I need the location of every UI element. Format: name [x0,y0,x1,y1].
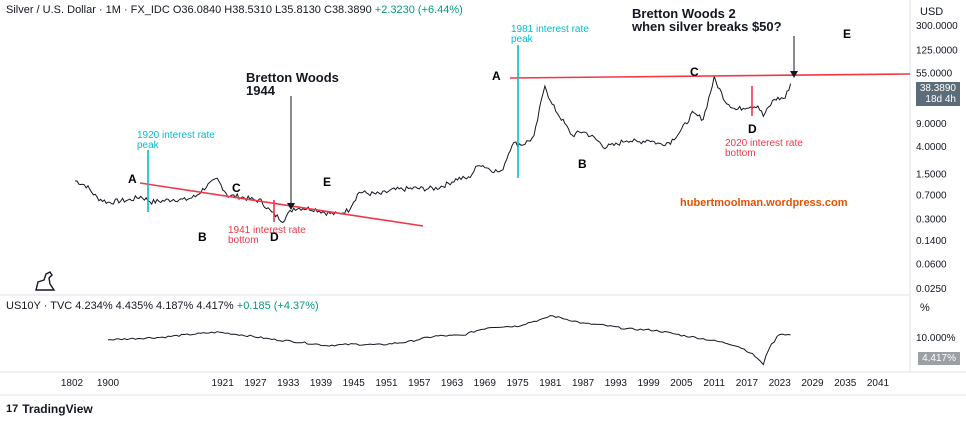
wave-c-right: C [690,65,699,79]
close-value: C38.3890 [324,4,372,16]
time-tick-label: 2041 [867,378,890,389]
time-tick-label: 1945 [343,378,366,389]
lower-symbol[interactable]: US10Y · TVC [6,300,73,312]
rate-1941-label2: bottom [228,235,259,246]
rate-1920-label: 1920 interest rate [137,130,215,141]
last-price-value: 38.3890 [919,83,956,94]
bw2-line2: when silver breaks $50? [631,19,782,34]
low-value: L35.8130 [275,4,321,16]
lower-change: +0.185 (+4.37%) [236,300,319,312]
wave-e-right: E [843,27,851,41]
price-tick-label: 0.0600 [916,259,947,270]
wave-b-left: B [198,230,207,244]
rate-1941-label: 1941 interest rate [228,225,306,236]
price-tick-label: 0.3000 [916,214,947,225]
last-price-tag: 38.3890 18d 4h [915,82,960,106]
time-tick-label: 2023 [769,378,792,389]
wave-a-left: A [128,172,137,186]
time-tick-label: 2011 [703,378,725,389]
lower-pane-header: US10Y · TVC 4.234% 4.435% 4.187% 4.417% … [6,300,319,312]
bw1-title: Bretton Woods [246,70,339,85]
time-tick-label: 2017 [736,378,759,389]
downtrend-line [139,182,424,227]
time-tick-label: 1927 [244,378,267,389]
lower-last-tag: 4.417% [918,352,960,365]
high-value: H38.5310 [224,4,272,16]
time-tick-label: 2005 [670,378,693,389]
time-tick-label: 1933 [277,378,300,389]
time-tick-label: 1951 [375,378,398,389]
currency-label[interactable]: USD [920,6,944,18]
price-tick-label: 125.0000 [916,46,958,57]
rate-2020-label2: bottom [725,148,756,159]
time-tick-label: 1987 [572,378,595,389]
time-axis[interactable]: 1802 1900 1921 1927 1933 1939 1945 1951 1957 1963… [61,378,890,389]
time-tick-label: 2035 [834,378,857,389]
resistance-line [509,73,911,79]
wave-c-left: C [232,181,241,195]
wave-e-left: E [323,175,331,189]
time-tick-label: 1999 [638,378,661,389]
time-tick-label: 1802 [61,378,84,389]
price-tick-label: 0.1400 [916,236,947,247]
tradingview-footer[interactable]: 17 TradingView [6,402,93,416]
price-tick-label: 1.5000 [916,169,947,180]
price-tick-label: 9.0000 [916,119,947,130]
time-tick-label: 1900 [97,378,120,389]
lower-values: 4.234% 4.435% 4.187% 4.417% [75,300,234,312]
bar-countdown: 18d 4h [925,94,956,105]
time-tick-label: 2029 [801,378,824,389]
wave-d-right: D [748,122,757,136]
wave-d-left: D [270,230,279,244]
us10y-series [108,315,791,366]
open-value: O36.0840 [172,4,222,16]
us10y-line [108,315,791,366]
price-tick-label: 55.0000 [916,69,953,80]
wave-a-right: A [492,69,501,83]
symbol-name[interactable]: Silver / U.S. Dollar · 1M · FX_IDC [6,4,170,16]
bw2-line1: Bretton Woods 2 [632,6,736,21]
price-tick-label: 300.0000 [916,21,958,32]
bw2-arrowhead [790,71,798,78]
time-tick-label: 1963 [441,378,464,389]
price-tick-label: 4.0000 [916,142,947,153]
time-tick-label: 1981 [539,378,562,389]
bw1-arrowhead [287,203,295,210]
bw1-year: 1944 [246,83,276,98]
price-tick-label: 0.7000 [916,191,947,202]
chart-header: Silver / U.S. Dollar · 1M · FX_IDC O36.0… [6,4,463,16]
time-tick-label: 1921 [212,378,235,389]
tv-logo-icon: 17 [6,403,19,415]
rate-1981-label: 1981 interest rate [511,24,589,35]
lower-unit-label: % [920,302,930,314]
website-watermark: hubertmoolman.wordpress.com [680,197,848,209]
price-tick-label: 0.0250 [916,284,947,295]
wave-b-right: B [578,157,587,171]
time-tick-label: 1975 [506,378,529,389]
price-axis[interactable]: 300.0000 125.0000 55.0000 9.0000 4.0000 1.500… [916,21,958,295]
tv-brand: TradingView [22,402,93,416]
rate-2020-label: 2020 interest rate [725,138,803,149]
price-series [75,76,792,224]
change-value: +2.3230 (+6.44%) [374,4,463,16]
rate-1981-label2: peak [511,34,534,45]
silver-price-line [75,76,792,224]
time-tick-label: 1993 [605,378,628,389]
lower-tick-label: 10.000% [916,333,956,344]
tradingview-dino-icon [35,271,56,291]
time-tick-label: 1939 [310,378,333,389]
time-tick-label: 1957 [408,378,431,389]
rate-1920-label2: peak [137,140,160,151]
time-tick-label: 1969 [474,378,497,389]
